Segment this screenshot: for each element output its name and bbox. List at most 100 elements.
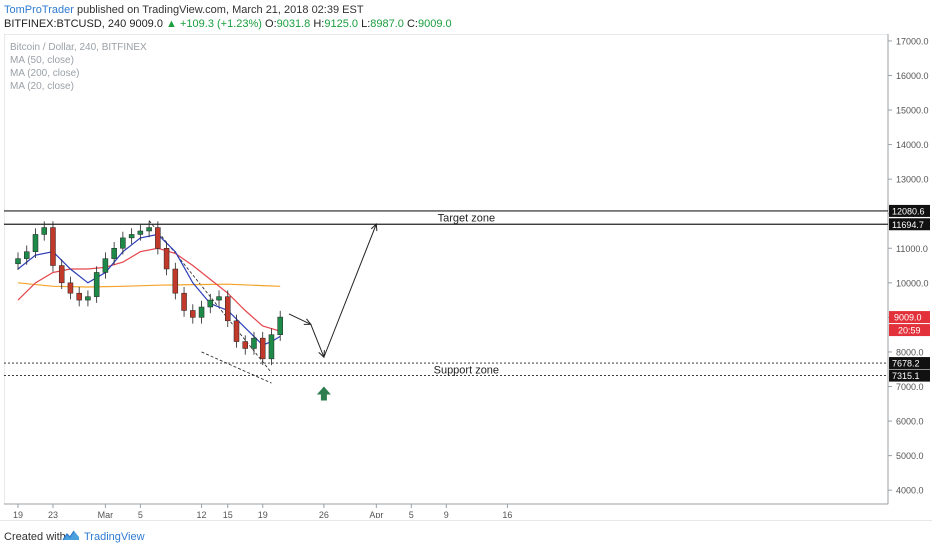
- close-value: 9009.0: [417, 18, 452, 30]
- price-chart-svg[interactable]: Bitcoin / Dollar, 240, BITFINEX MA (50, …: [3, 33, 930, 520]
- candle-body: [120, 237, 126, 249]
- high-value: 9125.0: [324, 18, 359, 30]
- countdown-label: 20:59: [898, 326, 921, 336]
- level-tag-label: 12080.6: [892, 206, 925, 216]
- candle-body: [93, 272, 100, 297]
- level-tag: [889, 357, 930, 370]
- change-value: +109.3 (+1.23%): [180, 18, 262, 30]
- ohlc-line: BITFINEX:BTCUSD, 240 9009.0 ▲ +109.3 (+1…: [4, 18, 452, 30]
- change-arrow-icon: ▲: [166, 18, 177, 30]
- price-tick-label: 6000.0: [896, 417, 924, 427]
- price-tick-label: 10000.0: [896, 278, 929, 288]
- candle-body: [85, 296, 91, 301]
- tradingview-brand[interactable]: TradingView: [84, 531, 145, 543]
- time-tick-label: 5: [138, 510, 143, 518]
- projection-segment: [288, 313, 312, 325]
- tradingview-logo-icon: [62, 530, 79, 541]
- time-tick-label: 23: [48, 510, 58, 518]
- price-tags: 9009.0 20:59: [889, 311, 930, 337]
- candle-body: [225, 296, 231, 322]
- legend-ma20: MA (20, close): [10, 81, 74, 92]
- candle-body: [146, 227, 152, 232]
- author-link[interactable]: TomProTrader: [4, 4, 74, 16]
- level-tag-label: 7678.2: [892, 359, 920, 369]
- price-tick-label: 14000.0: [896, 140, 929, 150]
- candle-body: [242, 341, 248, 349]
- trendline: [201, 351, 272, 384]
- time-tick-label: 15: [223, 510, 233, 518]
- zone-label: Support zone: [434, 364, 499, 376]
- price-tick-label: 17000.0: [896, 36, 929, 46]
- candle-body: [277, 316, 283, 335]
- price-tick-label: 11000.0: [896, 244, 928, 254]
- projection-path: [288, 223, 378, 401]
- time-tick-label: Mar: [98, 510, 114, 518]
- price-axis-ticks: 4000.05000.06000.07000.08000.09000.01000…: [888, 36, 929, 496]
- candle-body: [259, 337, 266, 360]
- candle-body: [207, 299, 214, 308]
- candle-body: [251, 337, 257, 349]
- candles: [15, 221, 283, 366]
- candle-body: [268, 334, 275, 360]
- price-tick-label: 16000.0: [896, 71, 929, 81]
- time-tick-label: 26: [319, 510, 329, 518]
- candle-body: [15, 258, 21, 265]
- candle-body: [172, 268, 179, 294]
- time-tick-label: 19: [13, 510, 23, 518]
- ma200-line: [17, 282, 281, 288]
- time-tick-label: Apr: [369, 510, 383, 518]
- projection-arrowhead: [303, 318, 312, 325]
- publish-line: TomProTrader published on TradingView.co…: [4, 4, 364, 16]
- candle-body: [137, 230, 144, 235]
- price-tick-label: 13000.0: [896, 175, 929, 185]
- projection-segment: [323, 223, 377, 358]
- candle-body: [128, 234, 135, 239]
- projection-arrowhead: [370, 223, 378, 232]
- low-label: L:: [361, 18, 371, 30]
- chart-header: TomProTrader published on TradingView.co…: [0, 0, 932, 34]
- candle-body: [67, 282, 74, 294]
- price-tick-label: 8000.0: [896, 347, 924, 357]
- last-price: 9009.0: [129, 18, 163, 30]
- low-value: 8987.0: [370, 18, 404, 30]
- open-label: O:: [265, 18, 277, 30]
- open-value: 9031.8: [276, 18, 311, 30]
- countdown-tag: [889, 324, 930, 337]
- candle-body: [41, 227, 47, 235]
- level-tag-label: 7315.1: [892, 371, 920, 381]
- zone-label: Target zone: [438, 213, 495, 225]
- time-tick-label: 16: [502, 510, 512, 518]
- price-tag: [889, 311, 930, 324]
- chart-area[interactable]: Bitcoin / Dollar, 240, BITFINEX MA (50, …: [3, 33, 930, 520]
- level-tag-label: 11694.7: [892, 220, 924, 230]
- time-tick-label: 19: [258, 510, 268, 518]
- price-tick-label: 4000.0: [896, 486, 924, 496]
- price-tick-label: 15000.0: [896, 106, 929, 116]
- symbol-label: BITFINEX:BTCUSD, 240: [4, 18, 127, 30]
- legend-ma50: MA (50, close): [10, 55, 74, 66]
- candle-body: [32, 234, 39, 252]
- level-tag: [889, 218, 930, 231]
- high-label: H:: [313, 18, 325, 30]
- level-tag: [889, 204, 930, 217]
- price-tick-label: 5000.0: [896, 451, 924, 461]
- candle-body: [50, 227, 56, 266]
- created-with-label: Created with: [4, 531, 66, 543]
- candle-body: [76, 292, 82, 301]
- candle-body: [102, 258, 109, 273]
- candle-body: [111, 248, 117, 259]
- price-tick-label: 7000.0: [896, 382, 924, 392]
- time-tick-label: 12: [197, 510, 207, 518]
- time-tick-label: 5: [409, 510, 414, 518]
- candle-body: [216, 296, 222, 301]
- candle-body: [198, 306, 205, 318]
- horizontal-levels: 12080.6 11694.7 7678.2 7315.1 Target zone Sup…: [4, 204, 930, 382]
- candle-body: [190, 310, 196, 318]
- projection-segment: [310, 324, 325, 358]
- level-tag: [889, 369, 930, 382]
- time-axis-ticks: 19 23 Mar 5 12 15 19 26 Apr 5 9 16: [13, 504, 512, 520]
- green-up-arrow-icon: [316, 386, 331, 401]
- plot-frame: [3, 33, 889, 505]
- footer: Created with TradingView: [0, 520, 932, 550]
